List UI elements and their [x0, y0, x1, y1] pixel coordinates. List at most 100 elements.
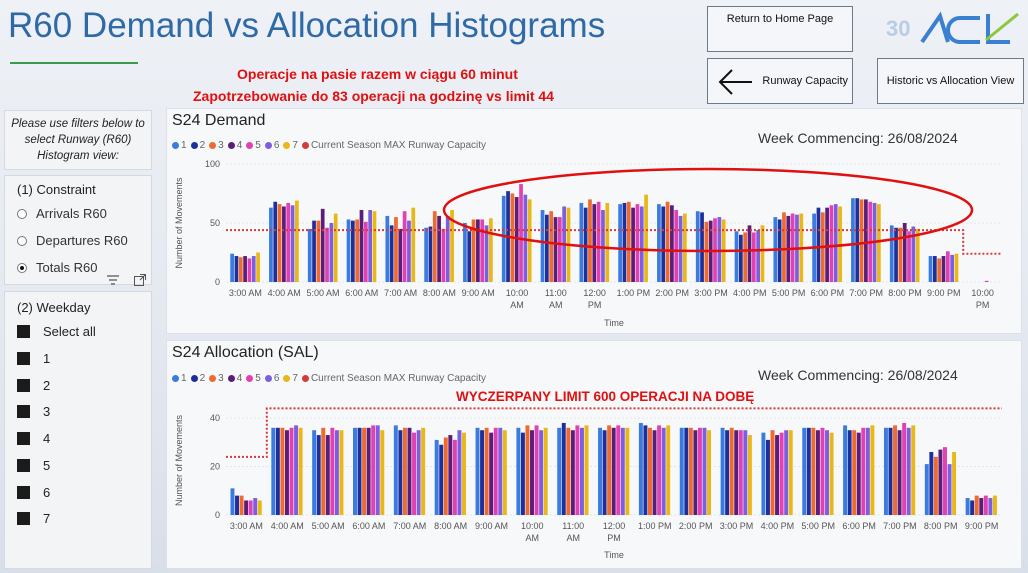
bar-series-6 — [906, 427, 911, 515]
legend-label: 3 — [218, 373, 224, 384]
bar-series-5 — [657, 425, 662, 515]
bar-series-2 — [622, 202, 627, 282]
bar-series-1 — [657, 204, 661, 282]
bar-series-1 — [598, 427, 603, 515]
weekday-label: 4 — [43, 431, 51, 446]
bar-series-2 — [932, 256, 937, 282]
bar-series-7 — [877, 204, 881, 282]
x-tick-label: 10:00 AM — [506, 288, 529, 310]
demand-chart: 0 50 100 3:00 AM 4:00 AM 5:00 AM 6:00 AM 7:00 A… — [174, 159, 1002, 328]
bar-series-7 — [295, 200, 299, 282]
x-tick-label: 7:00 PM — [883, 521, 917, 531]
checkbox[interactable] — [17, 352, 30, 365]
bar-series-6 — [678, 215, 683, 282]
checkbox[interactable] — [17, 405, 30, 418]
weekday-3[interactable]: 3 — [17, 404, 50, 419]
radio-departures-label: Departures R60 — [36, 233, 128, 248]
allocation-limit-note: WYCZERPANY LIMIT 600 OPERACJI NA DOBĘ — [456, 389, 755, 404]
x-tick-label: 9:00 PM — [927, 288, 961, 298]
x-tick-label: 1:00 PM — [617, 288, 651, 298]
bar-series-2 — [847, 430, 852, 515]
return-home-button[interactable]: Return to Home Page — [707, 6, 853, 52]
bar-series-2 — [684, 427, 689, 515]
bar-series-3 — [648, 427, 652, 515]
bar-series-5 — [674, 210, 679, 282]
radio-arrivals-circle[interactable] — [17, 208, 27, 219]
legend-label: 7 — [292, 140, 298, 151]
radio-departures-circle[interactable] — [17, 235, 27, 246]
bar-series-2 — [235, 495, 239, 515]
bar-series-1 — [501, 195, 506, 282]
focus-mode-icon[interactable] — [133, 273, 147, 287]
bar-series-7 — [954, 253, 959, 282]
weekday-label: 3 — [43, 404, 51, 419]
y-axis-title: Number of Movements — [174, 177, 184, 269]
weekday-2[interactable]: 2 — [17, 378, 50, 393]
bar-series-4 — [530, 430, 534, 515]
weekday-label: 2 — [43, 378, 51, 393]
x-tick-label: 3:00 AM — [229, 288, 262, 298]
bar-series-6 — [290, 205, 295, 282]
bar-series-5 — [738, 430, 743, 515]
x-tick-label: 8:00 AM — [434, 521, 467, 531]
legend-item-7: 7 — [283, 373, 298, 384]
radio-totals[interactable]: Totals R60 — [17, 260, 97, 275]
bar-series-3 — [280, 427, 285, 515]
weekday-5[interactable]: 5 — [17, 458, 50, 473]
checkbox[interactable] — [17, 486, 30, 499]
x-tick-label: 4:00 PM — [761, 521, 795, 531]
x-tick-label: 10:00 AM — [521, 521, 544, 543]
historic-vs-allocation-button[interactable]: Historic vs Allocation View — [877, 58, 1024, 104]
bar-series-4 — [693, 430, 698, 515]
bar-series-6 — [639, 206, 644, 282]
x-tick-label: 11:00 AM — [562, 521, 584, 543]
weekday-6[interactable]: 6 — [17, 485, 50, 500]
bar-series-1 — [883, 427, 888, 515]
bar-series-1 — [393, 425, 398, 515]
bar-series-7 — [502, 430, 507, 515]
demand-chart-title: S24 Demand — [172, 112, 266, 129]
radio-totals-circle[interactable] — [17, 262, 27, 273]
bar-series-3 — [898, 227, 903, 282]
checkbox[interactable] — [17, 325, 30, 338]
bar-series-6 — [661, 427, 666, 515]
checkbox[interactable] — [17, 459, 30, 472]
bar-series-2 — [970, 500, 975, 515]
runway-capacity-button[interactable]: Runway Capacity — [707, 58, 853, 104]
bar-series-5 — [247, 258, 252, 282]
radio-totals-label: Totals R60 — [36, 260, 98, 275]
bar-series-5 — [983, 495, 988, 515]
bar-series-6 — [539, 430, 544, 515]
bar-series-7 — [543, 427, 548, 515]
bar-series-3 — [471, 219, 476, 282]
bar-series-4 — [611, 427, 616, 515]
radio-arrivals[interactable]: Arrivals R60 — [17, 206, 107, 221]
checkbox[interactable] — [17, 379, 30, 392]
x-tick-label: 12:00 PM — [603, 521, 626, 543]
annotation-line-1: Operacje na pasie razem w ciągu 60 minut — [237, 66, 518, 82]
weekday-4[interactable]: 4 — [17, 431, 50, 446]
checkbox[interactable] — [17, 512, 30, 525]
x-tick-label: 9:00 AM — [462, 288, 495, 298]
bar-series-1 — [346, 219, 351, 282]
bar-series-3 — [549, 211, 554, 282]
bar-series-2 — [738, 234, 743, 282]
weekday-select-all[interactable]: Select all — [17, 324, 96, 339]
title-underline — [10, 62, 138, 64]
weekday-filter: (2) Weekday Select all 1 2 3 4 5 6 7 — [4, 291, 152, 569]
checkbox[interactable] — [17, 432, 30, 445]
bar-series-6 — [717, 217, 722, 282]
x-tick-label: 8:00 PM — [924, 521, 958, 531]
bar-series-1 — [540, 210, 545, 282]
weekday-7[interactable]: 7 — [17, 511, 50, 526]
legend-item-7: 7 — [283, 140, 298, 151]
filter-icon[interactable] — [106, 273, 120, 287]
radio-departures[interactable]: Departures R60 — [17, 233, 128, 248]
bar-series-4 — [902, 223, 907, 282]
bar-series-1 — [424, 227, 428, 282]
bar-series-3 — [484, 427, 489, 515]
bar-series-2 — [888, 427, 893, 515]
weekday-1[interactable]: 1 — [17, 351, 50, 366]
bar-series-3 — [770, 430, 775, 515]
bar-series-5 — [943, 447, 947, 515]
